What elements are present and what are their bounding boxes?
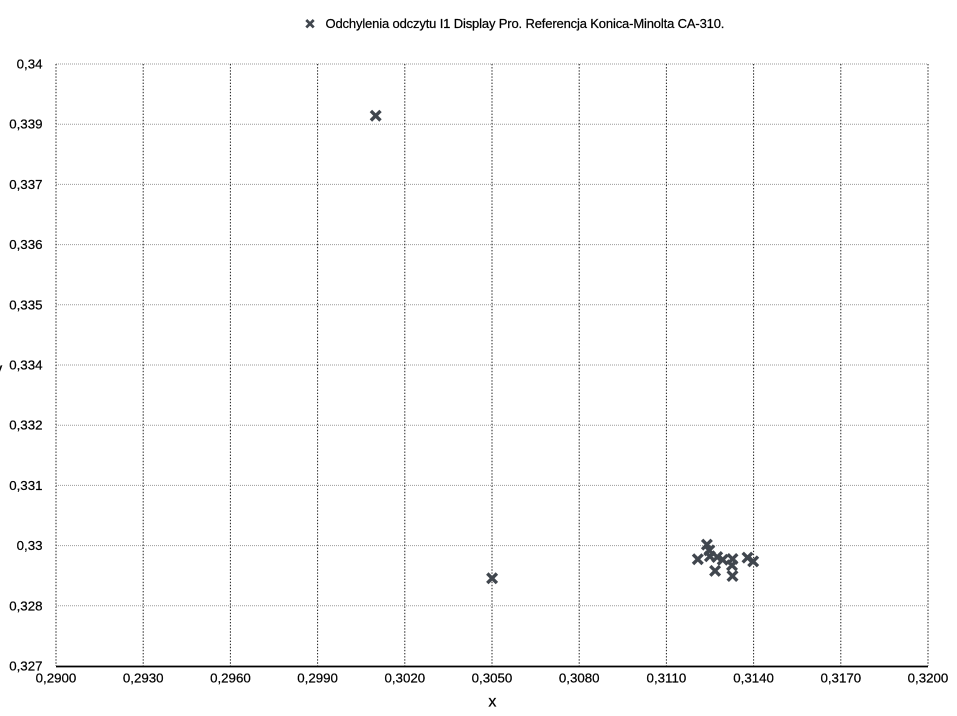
- svg-text:0,3170: 0,3170: [820, 670, 861, 685]
- svg-text:0,3140: 0,3140: [733, 670, 774, 685]
- svg-text:0,34: 0,34: [17, 57, 43, 72]
- svg-text:y: y: [0, 361, 2, 378]
- svg-text:0,336: 0,336: [9, 237, 42, 252]
- svg-text:0,3050: 0,3050: [472, 670, 513, 685]
- svg-text:0,337: 0,337: [9, 177, 42, 192]
- svg-text:Odchylenia odczytu I1 Display: Odchylenia odczytu I1 Display Pro. Refer…: [326, 16, 725, 31]
- svg-text:0,3110: 0,3110: [647, 670, 687, 685]
- svg-text:0,3020: 0,3020: [384, 670, 425, 685]
- svg-text:0,3200: 0,3200: [908, 670, 949, 685]
- svg-text:0,328: 0,328: [9, 598, 42, 613]
- svg-text:0,2990: 0,2990: [297, 670, 338, 685]
- svg-text:0,335: 0,335: [9, 297, 42, 312]
- svg-text:0,3080: 0,3080: [559, 670, 600, 685]
- svg-text:0,33: 0,33: [17, 538, 43, 553]
- svg-text:0,2930: 0,2930: [123, 670, 164, 685]
- svg-text:0,334: 0,334: [9, 358, 42, 373]
- svg-text:0,339: 0,339: [9, 117, 42, 132]
- svg-text:x: x: [488, 694, 496, 711]
- svg-text:0,331: 0,331: [9, 478, 42, 493]
- svg-text:0,332: 0,332: [9, 418, 42, 433]
- svg-text:0,2960: 0,2960: [210, 670, 251, 685]
- svg-text:0,2900: 0,2900: [36, 670, 77, 685]
- svg-text:0,327: 0,327: [9, 659, 42, 674]
